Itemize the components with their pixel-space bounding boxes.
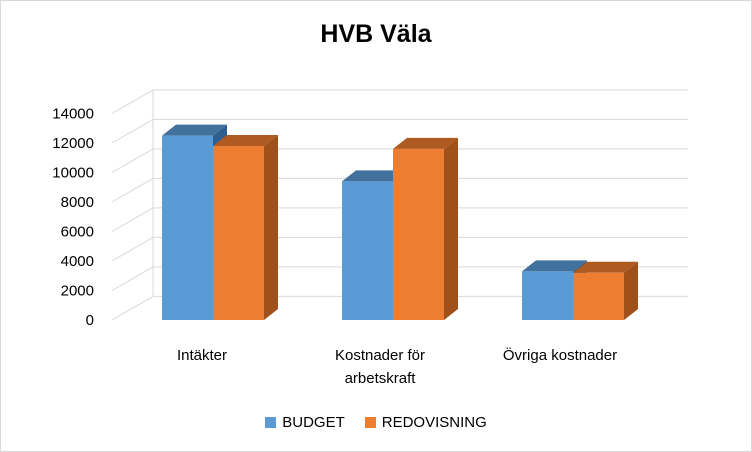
bar-front [213,145,264,320]
y-tick-label: 2000 [61,283,94,300]
gridline-diag [111,295,154,321]
x-category-label: Kostnader för [335,347,425,364]
bar-side [264,134,278,320]
legend-item-redovisning: REDOVISNING [364,413,487,431]
y-tick-label: 12000 [52,135,94,152]
bar-top [342,170,407,182]
bar-top [573,261,638,273]
legend-label-budget: BUDGET [282,413,345,431]
bars [162,124,638,320]
bar-front [522,271,573,320]
bar-side [624,261,638,320]
gridline-diag [111,89,154,114]
y-tick-label: 10000 [52,165,94,182]
legend-item-budget: BUDGET [265,414,345,431]
bar-side [444,137,458,320]
y-tick-label: 0 [86,312,94,329]
legend: BUDGET REDOVISNING [0,412,752,432]
bar-front [573,272,624,320]
y-axis: 0 2000 4000 6000 8000 10000 12000 14000 [52,106,94,330]
gridline-diag [111,266,154,291]
gridline-diag [111,118,154,144]
bar-top [393,137,458,149]
bar-front [393,148,444,320]
legend-swatch-redovisning [364,416,376,428]
x-category-label: Övriga kostnader [503,346,617,364]
bar-redovisning-0 [213,134,278,320]
bar-front [162,135,213,320]
y-tick-label: 6000 [61,224,94,241]
bar-top [162,124,227,136]
x-category-label: arbetskraft [345,370,417,387]
legend-label-redovisning: REDOVISNING [381,413,487,431]
chart-title: HVB Väla [320,20,432,48]
bar-redovisning-1 [393,137,458,320]
gridline-diag [111,207,154,232]
y-tick-label: 14000 [52,106,94,123]
gridline-diag [111,236,154,262]
legend-swatch-budget [265,416,277,428]
gridline-diag [111,148,154,173]
y-tick-label: 4000 [61,253,94,270]
y-tick-label: 8000 [61,194,94,211]
x-category-label: Intäkter [177,347,227,364]
x-axis: Intäkter Kostnader för arbetskraft Övriga k… [177,346,617,387]
bar-redovisning-2 [573,261,638,320]
gridline-diag [111,177,154,203]
bar-top [522,260,587,272]
bar-front [342,181,393,320]
bar-top [213,134,278,146]
